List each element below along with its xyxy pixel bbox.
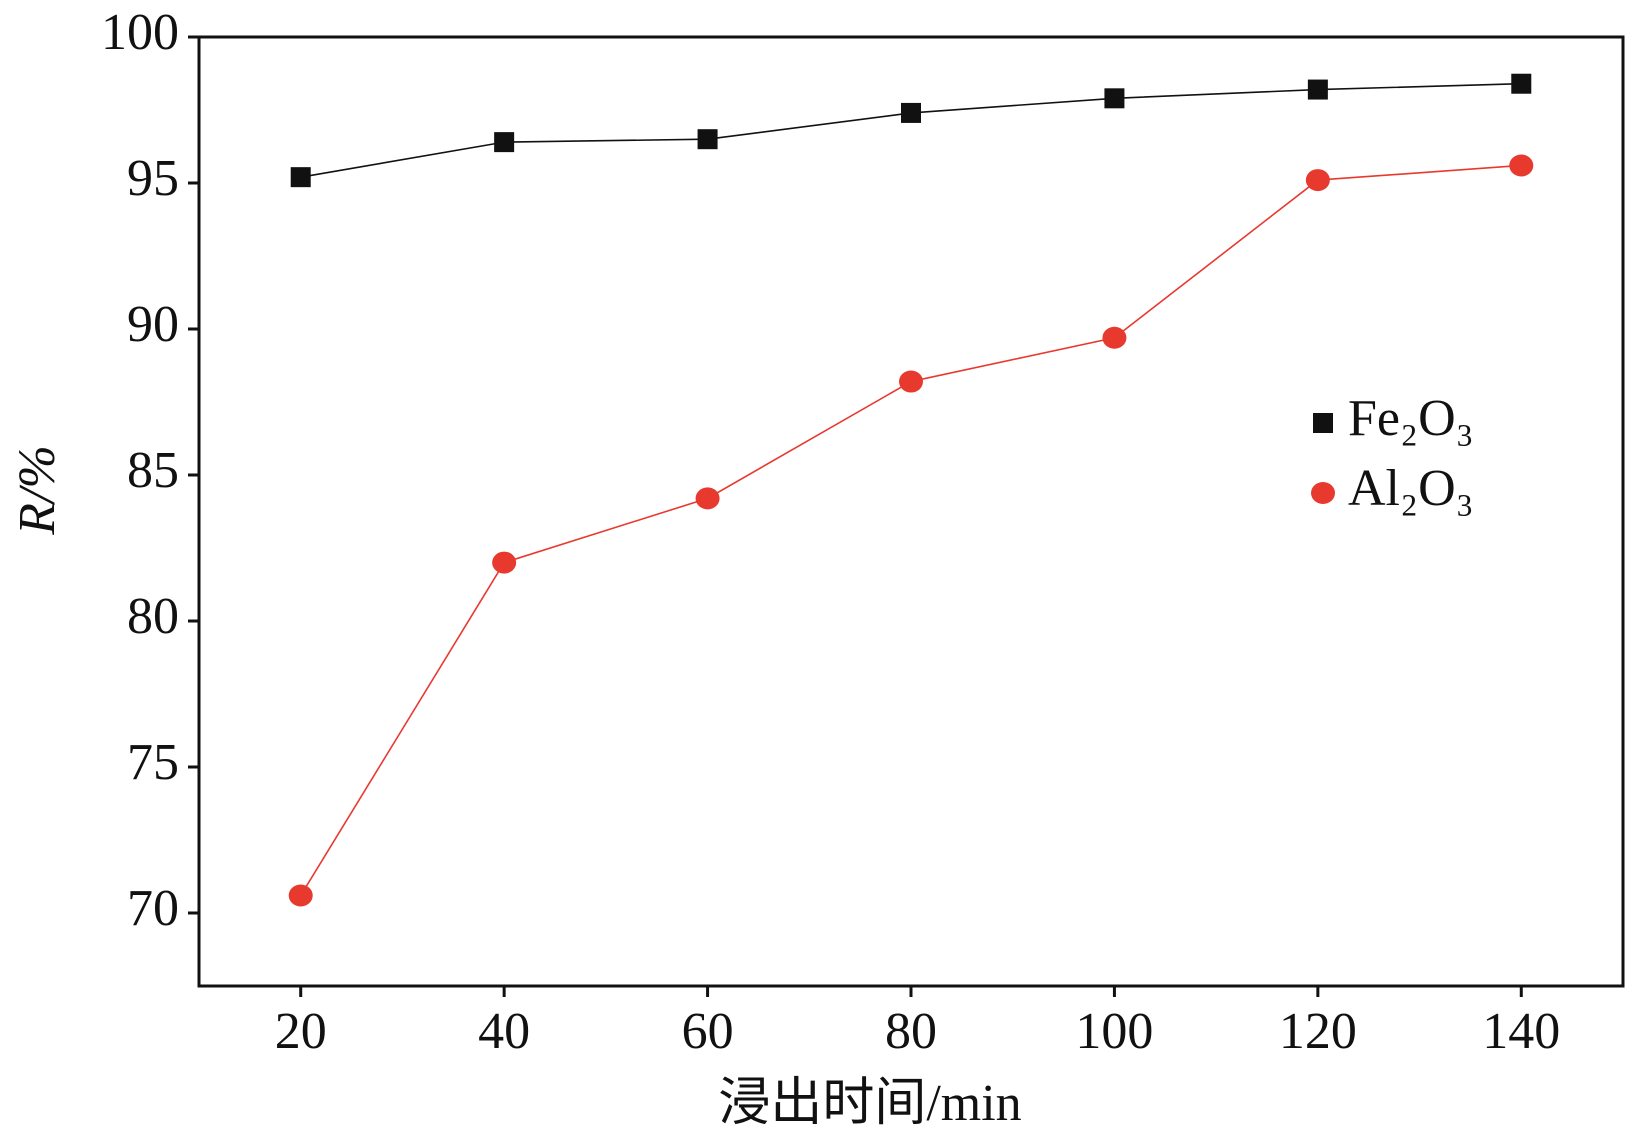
x-tick-label: 60 <box>682 1003 734 1060</box>
x-tick-label: 140 <box>1482 1003 1560 1060</box>
x-tick-label: 20 <box>275 1003 327 1060</box>
legend-marker <box>1313 413 1333 433</box>
marker <box>695 487 720 510</box>
x-tick-label: 100 <box>1075 1003 1153 1060</box>
y-tick-label: 95 <box>127 150 179 207</box>
marker <box>288 884 313 907</box>
y-tick-label: 70 <box>127 880 179 937</box>
y-tick-label: 90 <box>127 296 179 353</box>
marker <box>1102 326 1127 349</box>
marker <box>1307 79 1328 100</box>
series-line <box>300 82 1522 178</box>
legend-label: Fe₂O₃ <box>1348 390 1474 447</box>
y-axis-label: R/% <box>9 445 66 536</box>
x-axis-label: 浸出时间/min <box>718 1075 1021 1132</box>
marker <box>492 551 517 574</box>
legend-label: Al₂O₃ <box>1348 460 1474 517</box>
marker <box>1104 88 1125 109</box>
marker <box>494 132 515 153</box>
marker <box>1509 154 1534 177</box>
y-tick-label: 100 <box>101 4 179 61</box>
x-tick-label: 40 <box>478 1003 530 1060</box>
series-line <box>300 164 1522 896</box>
marker <box>1305 169 1330 192</box>
marker <box>1511 73 1532 94</box>
marker <box>901 102 921 123</box>
x-tick-label: 120 <box>1279 1003 1357 1060</box>
y-tick-label: 75 <box>127 734 179 791</box>
x-tick-label: 80 <box>885 1003 937 1060</box>
marker <box>697 129 718 150</box>
marker <box>899 370 923 393</box>
y-tick-label: 85 <box>127 442 179 499</box>
y-tick-label: 80 <box>127 588 179 645</box>
legend-marker <box>1311 482 1335 504</box>
marker <box>290 167 311 188</box>
